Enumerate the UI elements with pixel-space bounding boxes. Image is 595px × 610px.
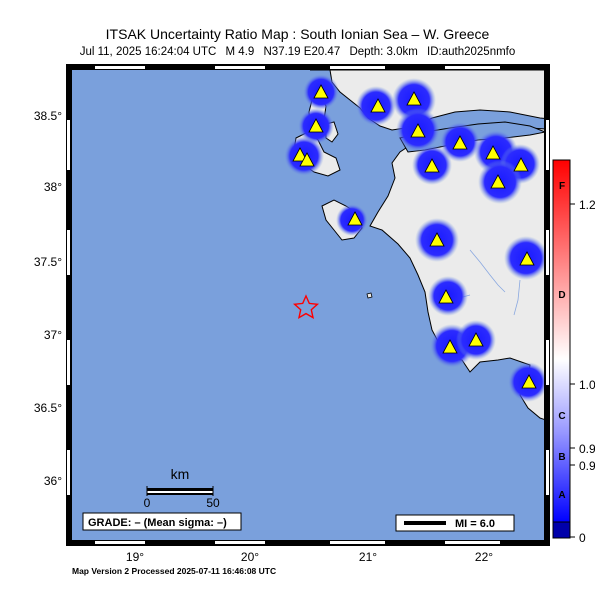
station-triangle — [513, 157, 529, 172]
lat-tick-label: 38° — [44, 180, 62, 194]
station-triangle — [424, 158, 440, 173]
station-triangle — [438, 289, 454, 304]
processing-footer: Map Version 2 Processed 2025-07-11 16:46… — [72, 566, 277, 576]
grade-letter-a: A — [558, 490, 565, 501]
scale-bar-unit: km — [171, 466, 190, 482]
station-triangle — [313, 84, 329, 99]
ratio-label: 0.9 — [579, 442, 595, 456]
grade-letter-f: F — [559, 181, 565, 192]
colorbar-grades: F D C B A — [558, 181, 565, 501]
station-triangle — [406, 91, 422, 106]
event-id: ID:auth2025nmfo — [427, 46, 516, 58]
station-triangle — [452, 135, 468, 150]
event-subtitle: Jul 11, 2025 16:24:04 UTC M 4.9 N37.19 E… — [0, 46, 595, 58]
epicenter-star — [292, 294, 320, 319]
lat-tick-label: 37° — [44, 328, 62, 342]
latitude-labels: 38.5° 38° 37.5° 37° 36.5° 36° — [34, 109, 62, 488]
event-depth: Depth: 3.0km — [349, 46, 418, 58]
ratio-label: 0 — [579, 531, 586, 545]
grade-letter-c: C — [558, 411, 565, 422]
station-triangle — [442, 339, 458, 354]
map-title: ITSAK Uncertainty Ratio Map : South Ioni… — [105, 26, 490, 42]
seismic-stations — [292, 84, 537, 389]
scale-bar — [146, 486, 214, 496]
colorbar-ticks — [570, 203, 575, 538]
lon-tick-label: 19° — [126, 550, 144, 564]
scale-bar-label-50: 50 — [206, 496, 220, 510]
frame-ticks — [67, 66, 549, 544]
ratio-label: 1.2 — [579, 198, 595, 212]
lat-tick-label: 38.5° — [34, 109, 62, 123]
station-triangle — [299, 152, 315, 167]
colorbar-values: 1.2 1.0 0.9 0.9 0 — [579, 198, 595, 545]
lon-tick-label: 21° — [359, 550, 377, 564]
station-triangle — [429, 232, 445, 247]
station-triangle — [468, 332, 484, 347]
ratio-label: 1.0 — [579, 378, 595, 392]
scale-bar-label-0: 0 — [144, 496, 151, 510]
station-triangle — [370, 98, 386, 113]
station-triangle — [308, 118, 324, 133]
lon-tick-label: 20° — [241, 550, 259, 564]
event-location: N37.19 E20.47 — [263, 46, 341, 58]
event-magnitude: M 4.9 — [225, 46, 255, 58]
station-triangle — [519, 251, 535, 266]
event-datetime: Jul 11, 2025 16:24:04 UTC — [79, 46, 217, 58]
lon-tick-label: 22° — [475, 550, 493, 564]
station-triangle — [490, 174, 506, 189]
station-triangle — [410, 123, 426, 138]
lat-tick-label: 36.5° — [34, 401, 62, 415]
mi-legend-line — [404, 521, 446, 525]
longitude-labels: 19° 20° 21° 22° — [126, 550, 493, 564]
station-triangle — [485, 145, 501, 160]
islet-strofades — [366, 292, 373, 299]
grade-letter-b: B — [558, 452, 565, 463]
colorbar-bottom-block — [552, 521, 571, 539]
mi-legend-box — [395, 514, 515, 532]
ratio-label: 0.9 — [579, 459, 595, 473]
mi-legend-text: MI = 6.0 — [455, 518, 495, 530]
grade-letter-d: D — [558, 290, 565, 301]
station-triangle — [347, 211, 363, 226]
lat-tick-label: 37.5° — [34, 255, 62, 269]
lat-tick-label: 36° — [44, 474, 62, 488]
colorbar — [552, 159, 571, 523]
grade-box — [82, 512, 242, 531]
station-triangle — [521, 374, 537, 389]
grade-text: GRADE: – (Mean sigma: –) — [88, 517, 227, 529]
station-triangle — [292, 147, 308, 162]
